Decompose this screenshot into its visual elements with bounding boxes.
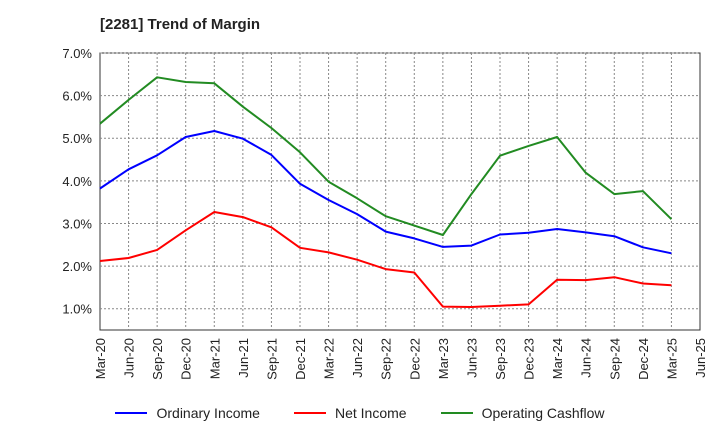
x-tick-label: Sep-23 — [493, 338, 508, 380]
y-tick-label: 6.0% — [62, 89, 92, 104]
y-tick-label: 1.0% — [62, 302, 92, 317]
x-tick-label: Jun-21 — [236, 338, 251, 378]
x-tick-label: Sep-21 — [264, 338, 279, 380]
y-tick-label: 7.0% — [62, 46, 92, 61]
y-tick-label: 2.0% — [62, 259, 92, 274]
x-tick-label: Mar-23 — [436, 338, 451, 379]
legend-item-operating-cashflow: Operating Cashflow — [440, 405, 605, 421]
y-tick-label: 4.0% — [62, 174, 92, 189]
legend-swatch — [440, 412, 473, 414]
legend-item-net-income: Net Income — [293, 405, 407, 421]
chart-title: [2281] Trend of Margin — [100, 16, 261, 33]
x-tick-label: Mar-25 — [664, 338, 679, 379]
x-tick-label: Mar-21 — [207, 338, 222, 379]
x-tick-label: Dec-21 — [293, 338, 308, 380]
x-tick-label: Dec-20 — [179, 338, 194, 380]
x-tick-label: Mar-24 — [550, 338, 565, 379]
x-tick-label: Dec-24 — [636, 338, 651, 380]
x-tick-label: Sep-24 — [607, 338, 622, 380]
x-tick-label: Jun-25 — [693, 338, 708, 378]
series-line-ordinary-income — [99, 130, 672, 255]
y-tick-label: 5.0% — [62, 131, 92, 146]
x-tick-label: Dec-23 — [522, 338, 537, 380]
x-tick-label: Sep-20 — [150, 338, 165, 380]
legend-label: Ordinary Income — [156, 405, 260, 421]
y-tick-label: 3.0% — [62, 216, 92, 231]
legend-swatch — [293, 412, 326, 414]
legend: Ordinary Income Net Income Operating Cashf… — [0, 405, 720, 421]
plot-area — [99, 52, 701, 331]
x-tick-label: Mar-22 — [322, 338, 337, 379]
x-tick-label: Sep-22 — [379, 338, 394, 380]
x-tick-label: Dec-22 — [407, 338, 422, 380]
legend-label: Operating Cashflow — [481, 405, 605, 421]
legend-item-ordinary-income: Ordinary Income — [115, 405, 260, 421]
series-line-net-income — [99, 211, 672, 308]
x-tick-label: Jun-23 — [464, 338, 479, 378]
legend-label: Net Income — [334, 405, 407, 421]
series-line-operating-cashflow — [99, 76, 673, 236]
x-tick-label: Jun-20 — [122, 338, 137, 378]
x-tick-label: Mar-20 — [93, 338, 108, 379]
x-tick-label: Jun-22 — [350, 338, 365, 378]
x-tick-label: Jun-24 — [579, 338, 594, 378]
legend-swatch — [115, 412, 148, 414]
